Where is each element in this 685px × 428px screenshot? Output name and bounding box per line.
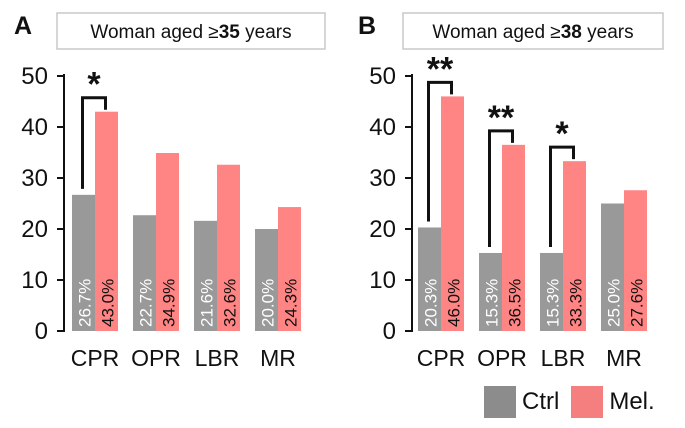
bar-value-label: 34.9% xyxy=(160,279,179,327)
bar-ctrl-cpr xyxy=(418,227,441,331)
bar-value-label: 46.0% xyxy=(445,279,464,327)
legend: Ctrl Mel. xyxy=(484,384,667,420)
significance-bracket xyxy=(427,80,453,222)
significance-bracket xyxy=(81,96,107,189)
y-tick-label: 0 xyxy=(35,318,48,345)
significance-bracket xyxy=(549,145,575,247)
bar-value-label: 27.6% xyxy=(628,279,647,327)
x-tick-label: OPR xyxy=(131,345,181,371)
x-tick-label: LBR xyxy=(195,345,240,371)
y-tick-label: 10 xyxy=(369,267,396,294)
legend-label-mel: Mel. xyxy=(609,388,655,415)
bar-value-label: 15.3% xyxy=(483,279,502,327)
bar-value-label: 24.3% xyxy=(282,279,301,327)
bar-value-label: 36.5% xyxy=(506,279,525,327)
x-tick-label: MR xyxy=(606,345,642,371)
significance-label: * xyxy=(555,115,569,153)
chart-title: Woman aged ≥35 years xyxy=(90,22,291,43)
significance-label: ** xyxy=(488,99,515,137)
bar-ctrl-opr xyxy=(133,215,156,331)
y-tick-label: 10 xyxy=(21,267,48,294)
bar-value-label: 33.3% xyxy=(567,279,586,327)
y-tick-label: 40 xyxy=(369,114,396,141)
significance-label: * xyxy=(87,66,101,104)
bar-mel-mr xyxy=(624,190,647,331)
y-tick-label: 30 xyxy=(21,165,48,192)
significance-label: ** xyxy=(427,50,454,88)
bar-ctrl-opr xyxy=(479,252,502,331)
bar-mel-opr xyxy=(502,144,525,331)
bar-ctrl-lbr xyxy=(540,252,563,331)
bar-value-label: 26.7% xyxy=(76,279,95,327)
y-tick-label: 0 xyxy=(383,318,396,345)
bar-mel-cpr xyxy=(95,111,118,331)
bar-mel-opr xyxy=(156,153,179,331)
bar-value-label: 32.6% xyxy=(221,279,240,327)
chart-panel-a: A Woman aged ≥35 years 0 10 20 30 40 50 26.7% 43.… xyxy=(14,12,326,371)
y-tick-label: 50 xyxy=(369,63,396,90)
bar-value-label: 25.0% xyxy=(605,279,624,327)
y-tick-label: 40 xyxy=(21,114,48,141)
chart-title: Woman aged ≥38 years xyxy=(432,22,633,43)
bar-mel-lbr xyxy=(563,161,586,331)
bar-ctrl-mr xyxy=(255,229,278,331)
x-tick-label: OPR xyxy=(477,345,527,371)
y-tick-label: 20 xyxy=(21,216,48,243)
chart-panel-b: B Woman aged ≥38 years 0 10 20 30 40 50 20.3% 46.… xyxy=(358,12,664,371)
panel-letter: A xyxy=(14,12,32,40)
bar-value-label: 43.0% xyxy=(99,279,118,327)
bar-mel-cpr xyxy=(441,96,464,332)
bar-value-label: 22.7% xyxy=(137,279,156,327)
bar-value-label: 20.0% xyxy=(259,279,278,327)
legend-swatch-ctrl xyxy=(484,386,516,418)
legend-swatch-mel xyxy=(571,386,604,418)
x-tick-label: CPR xyxy=(71,345,120,371)
bar-mel-lbr xyxy=(217,164,240,331)
title-box xyxy=(402,12,664,50)
bar-value-label: 20.3% xyxy=(422,279,441,327)
panel-letter: B xyxy=(358,12,376,40)
bar-value-label: 15.3% xyxy=(544,279,563,327)
legend-label-ctrl: Ctrl xyxy=(522,388,560,415)
x-tick-label: MR xyxy=(260,345,296,371)
significance-bracket xyxy=(488,129,514,247)
bar-ctrl-mr xyxy=(601,203,624,331)
x-tick-label: LBR xyxy=(541,345,586,371)
y-tick-label: 30 xyxy=(369,165,396,192)
y-tick-label: 20 xyxy=(369,216,396,243)
x-tick-label: CPR xyxy=(417,345,466,371)
bar-value-label: 21.6% xyxy=(198,279,217,327)
y-tick-label: 50 xyxy=(21,63,48,90)
bar-ctrl-cpr xyxy=(72,194,95,331)
bar-mel-mr xyxy=(278,207,301,331)
title-box xyxy=(56,12,326,50)
bar-ctrl-lbr xyxy=(194,220,217,331)
